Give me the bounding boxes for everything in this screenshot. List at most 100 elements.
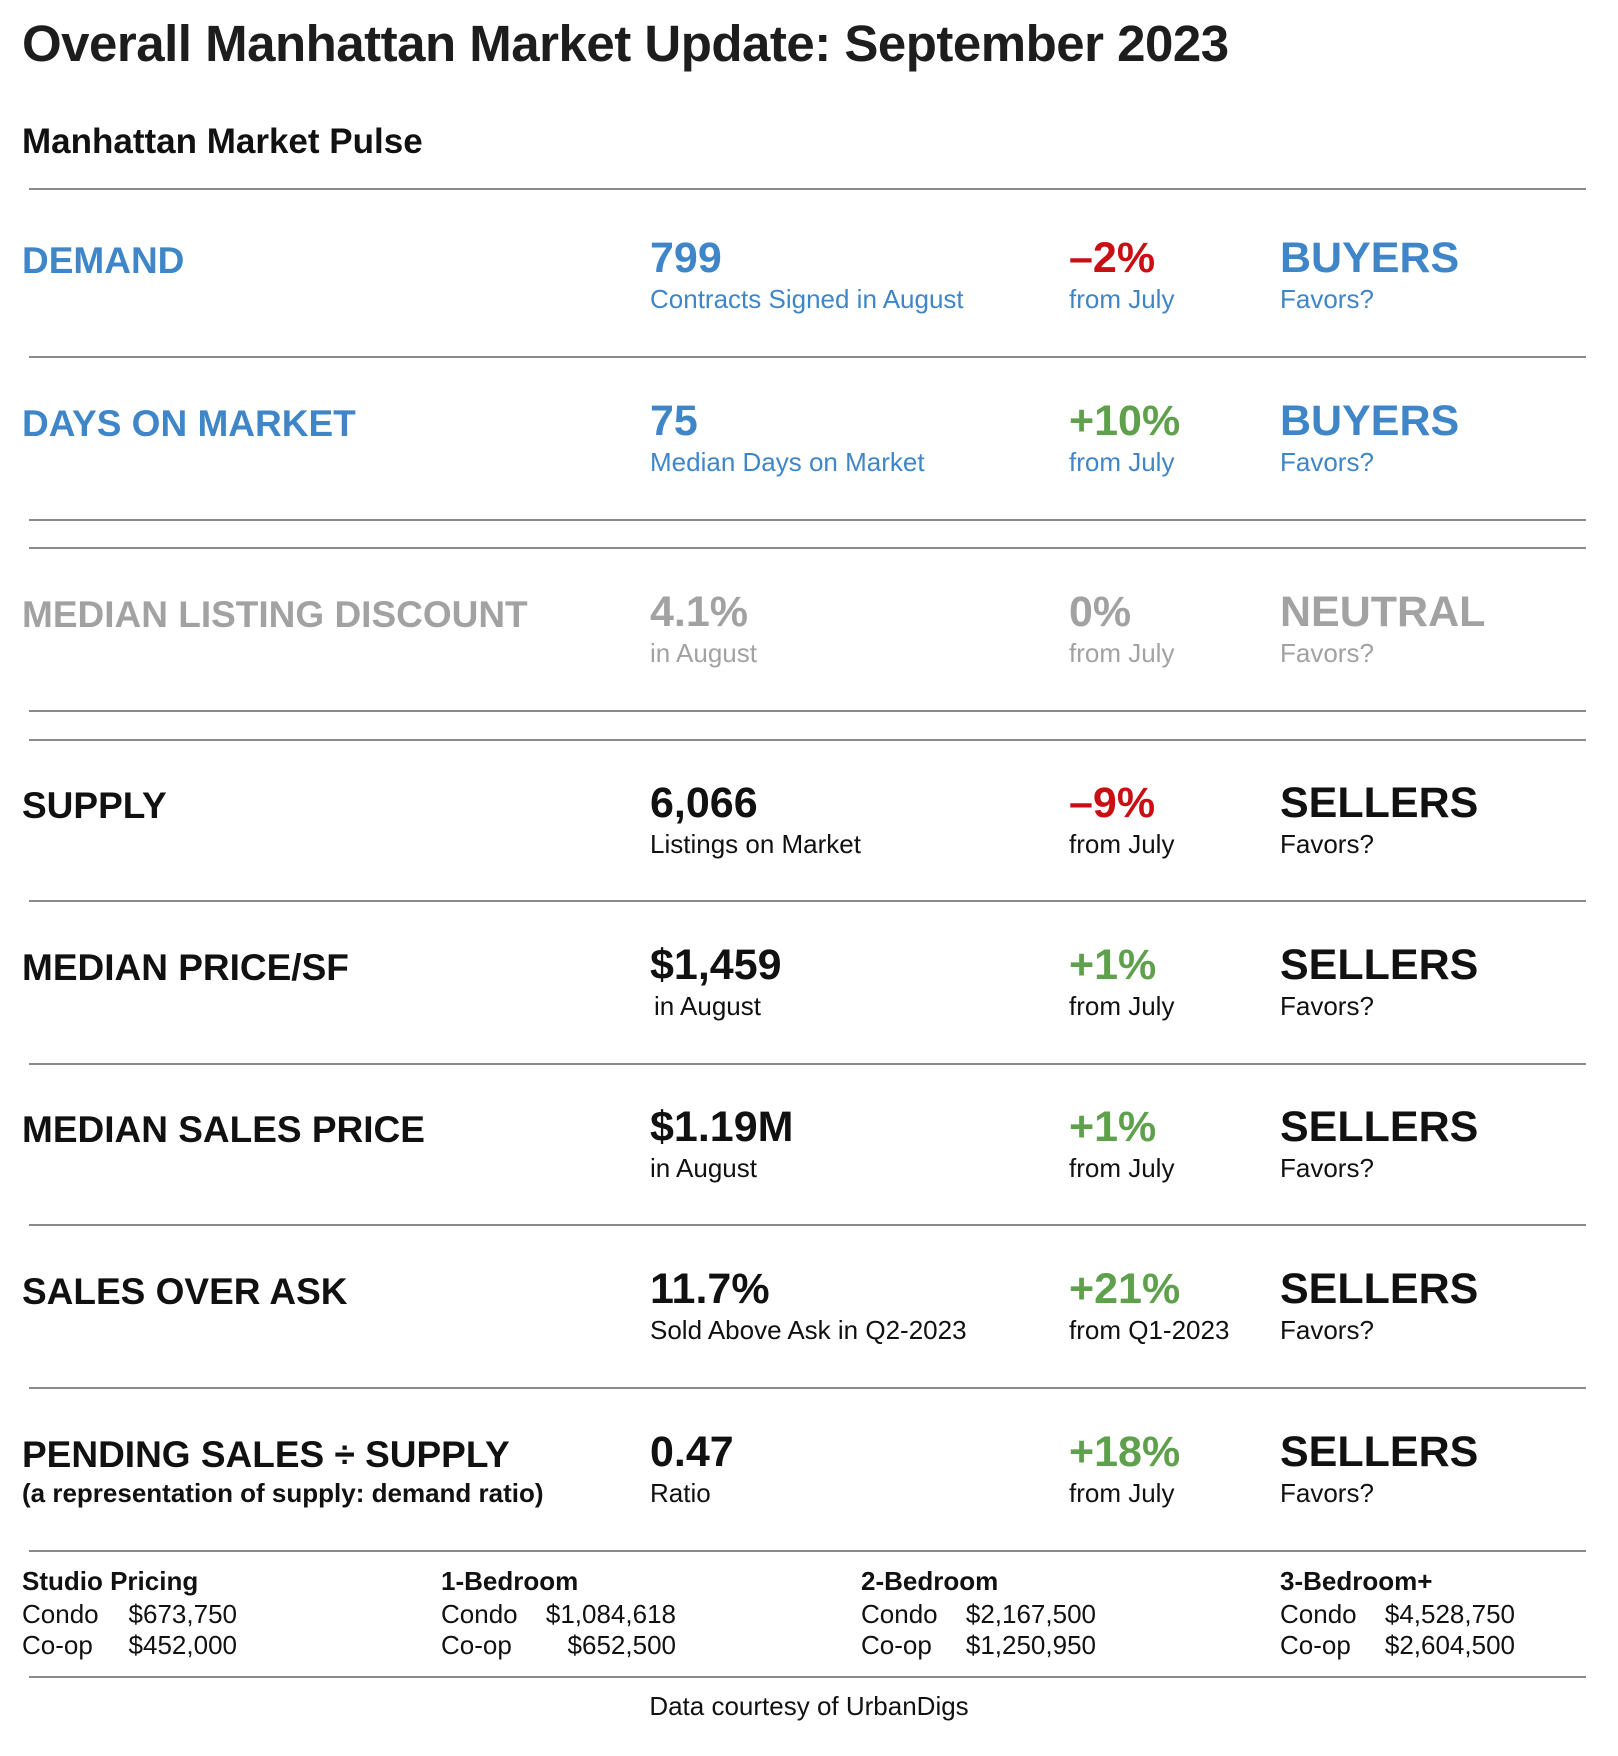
divider xyxy=(29,547,1586,549)
metric-change-period: from July xyxy=(1069,284,1175,314)
metric-label-part1: PENDING SALES xyxy=(22,1434,325,1475)
divider xyxy=(29,1063,1586,1065)
pricing-type-label: Co-op xyxy=(861,1630,932,1660)
metric-row-demand: DEMAND 799 Contracts Signed in August –2… xyxy=(0,234,1618,370)
metric-change: +1% xyxy=(1069,941,1157,989)
metric-favors-label: Favors? xyxy=(1280,1153,1374,1183)
metric-label: SUPPLY xyxy=(22,785,167,826)
metric-change: 0% xyxy=(1069,588,1132,636)
pricing-type-label: Co-op xyxy=(441,1630,512,1660)
metric-change: +10% xyxy=(1069,397,1181,445)
pricing-heading: 1-Bedroom xyxy=(441,1566,579,1596)
metric-value: 6,066 xyxy=(650,779,758,827)
pricing-heading: Studio Pricing xyxy=(22,1566,199,1596)
pricing-2-bedroom: 2-Bedroom Condo $2,167,500 Co-op $1,250,… xyxy=(861,1566,1096,1661)
metric-favors: NEUTRAL xyxy=(1280,588,1486,636)
metric-value: 4.1% xyxy=(650,588,749,636)
metric-label: MEDIAN PRICE/SF xyxy=(22,947,349,988)
pricing-value: $2,604,500 xyxy=(1384,1630,1515,1660)
metric-change-period: from July xyxy=(1069,1478,1175,1508)
metric-description: in August xyxy=(650,638,757,668)
metric-description: in August xyxy=(654,991,761,1021)
metric-description: in August xyxy=(650,1153,757,1183)
pricing-type-label: Co-op xyxy=(1280,1630,1351,1660)
metric-value: $1.19M xyxy=(650,1103,794,1151)
divider xyxy=(29,188,1586,190)
pricing-studio: Studio Pricing Condo $673,750 Co-op $452… xyxy=(22,1566,237,1661)
metric-label: PENDING SALES ÷ SUPPLY (a representation… xyxy=(22,1434,544,1509)
metric-label: DEMAND xyxy=(22,240,185,281)
metric-label: MEDIAN SALES PRICE xyxy=(22,1109,425,1150)
division-icon: ÷ xyxy=(334,1434,355,1475)
metric-row-days-on-market: DAYS ON MARKET 75 Median Days on Market … xyxy=(0,397,1618,533)
metric-change-period: from July xyxy=(1069,991,1175,1021)
pricing-row-condo: Condo $4,528,750 xyxy=(1280,1599,1515,1630)
metric-row-median-listing-discount: MEDIAN LISTING DISCOUNT 4.1% in August 0… xyxy=(0,588,1618,724)
metric-value: 75 xyxy=(650,397,698,445)
metric-row-median-sales-price: MEDIAN SALES PRICE $1.19M in August +1% … xyxy=(0,1103,1618,1239)
metric-change: +18% xyxy=(1069,1428,1181,1476)
pricing-value: $452,000 xyxy=(128,1630,237,1660)
pricing-type-label: Condo xyxy=(861,1599,938,1629)
metric-description: Sold Above Ask in Q2-2023 xyxy=(650,1315,967,1345)
metric-favors: SELLERS xyxy=(1280,1428,1479,1476)
metric-description: Listings on Market xyxy=(650,829,861,859)
metric-favors-label: Favors? xyxy=(1280,447,1374,477)
metric-label: SALES OVER ASK xyxy=(22,1271,348,1312)
metric-favors-label: Favors? xyxy=(1280,829,1374,859)
pricing-3-bedroom-plus: 3-Bedroom+ Condo $4,528,750 Co-op $2,604… xyxy=(1280,1566,1515,1661)
divider xyxy=(29,739,1586,741)
metric-change: –9% xyxy=(1069,779,1156,827)
metric-favors-label: Favors? xyxy=(1280,1478,1374,1508)
metric-favors-label: Favors? xyxy=(1280,638,1374,668)
pricing-row-coop: Co-op $2,604,500 xyxy=(1280,1630,1515,1661)
divider xyxy=(29,1224,1586,1226)
metric-change: +1% xyxy=(1069,1103,1157,1151)
metric-value: 799 xyxy=(650,234,722,282)
metric-row-pending-sales-supply: PENDING SALES ÷ SUPPLY (a representation… xyxy=(0,1428,1618,1564)
metric-favors-label: Favors? xyxy=(1280,991,1374,1021)
metric-label: MEDIAN LISTING DISCOUNT xyxy=(22,594,528,635)
pricing-type-label: Co-op xyxy=(22,1630,93,1660)
metric-favors: BUYERS xyxy=(1280,397,1460,445)
metric-description: Contracts Signed in August xyxy=(650,284,964,314)
pricing-heading: 2-Bedroom xyxy=(861,1566,999,1596)
divider xyxy=(29,1676,1586,1678)
metric-value: $1,459 xyxy=(650,941,782,989)
metric-favors-label: Favors? xyxy=(1280,1315,1374,1345)
metric-favors: SELLERS xyxy=(1280,941,1479,989)
pricing-value: $1,250,950 xyxy=(965,1630,1096,1660)
pricing-1-bedroom: 1-Bedroom Condo $1,084,618 Co-op $652,50… xyxy=(441,1566,676,1661)
pricing-heading: 3-Bedroom+ xyxy=(1280,1566,1433,1596)
pricing-value: $673,750 xyxy=(128,1599,237,1629)
metric-row-supply: SUPPLY 6,066 Listings on Market –9% from… xyxy=(0,779,1618,915)
pricing-type-label: Condo xyxy=(22,1599,99,1629)
pricing-row-coop: Co-op $1,250,950 xyxy=(861,1630,1096,1661)
pricing-type-label: Condo xyxy=(1280,1599,1357,1629)
metric-value: 11.7% xyxy=(650,1265,770,1313)
pricing-value: $1,084,618 xyxy=(545,1599,676,1629)
metric-favors: SELLERS xyxy=(1280,1103,1479,1151)
metric-change-period: from July xyxy=(1069,1153,1175,1183)
pricing-row-coop: Co-op $452,000 xyxy=(22,1630,237,1661)
metric-row-median-price-per-sf: MEDIAN PRICE/SF $1,459 in August +1% fro… xyxy=(0,941,1618,1077)
divider xyxy=(29,519,1586,521)
metric-favors: SELLERS xyxy=(1280,779,1479,827)
pricing-row-condo: Condo $1,084,618 xyxy=(441,1599,676,1630)
divider xyxy=(29,710,1586,712)
pricing-row-coop: Co-op $652,500 xyxy=(441,1630,676,1661)
page-title: Overall Manhattan Market Update: Septemb… xyxy=(22,15,1229,72)
pricing-type-label: Condo xyxy=(441,1599,518,1629)
metric-favors: SELLERS xyxy=(1280,1265,1479,1313)
metric-label: DAYS ON MARKET xyxy=(22,403,356,444)
metric-change-period: from July xyxy=(1069,447,1175,477)
metric-favors-label: Favors? xyxy=(1280,284,1374,314)
pricing-row-condo: Condo $673,750 xyxy=(22,1599,237,1630)
pricing-value: $2,167,500 xyxy=(965,1599,1096,1629)
metric-row-sales-over-ask: SALES OVER ASK 11.7% Sold Above Ask in Q… xyxy=(0,1265,1618,1401)
divider xyxy=(29,1550,1586,1552)
metric-description: Ratio xyxy=(650,1478,711,1508)
section-title: Manhattan Market Pulse xyxy=(22,122,423,161)
metric-description: Median Days on Market xyxy=(650,447,925,477)
metric-label-note: (a representation of supply: demand rati… xyxy=(22,1478,544,1508)
